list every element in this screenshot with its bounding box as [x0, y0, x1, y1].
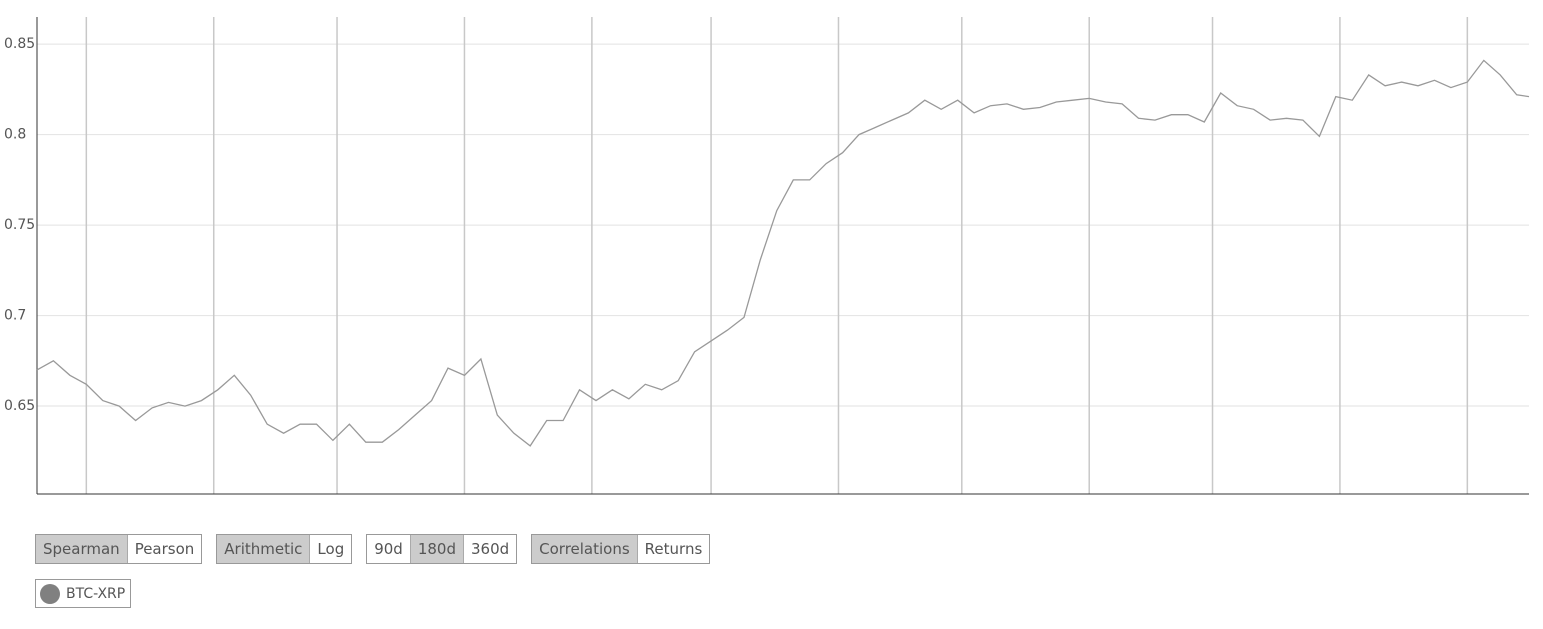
toggle-button[interactable]: Log [310, 535, 352, 563]
x-tick-label: Jul 2020 [1183, 504, 1241, 505]
y-tick-label: 0.65 [4, 398, 35, 414]
y-tick-label: 0.75 [4, 217, 35, 233]
toggle-button[interactable]: Returns [637, 535, 710, 563]
y-tick-label: 0.85 [4, 36, 35, 52]
x-tick-label: Jan 2020 [433, 504, 496, 505]
x-tick-label: Mar 2020 [678, 504, 745, 505]
toggle-button[interactable]: 90d [367, 535, 411, 563]
x-tick-label: May 2020 [927, 504, 996, 505]
toggle-button[interactable]: Pearson [127, 535, 202, 563]
x-tick-label: Jun 2020 [1057, 504, 1120, 505]
button-group: 90d 180d 360d [366, 534, 518, 564]
toggle-button[interactable]: 180d [410, 535, 464, 563]
button-group: Correlations Returns [531, 534, 711, 564]
x-tick-label: Nov 2019 [180, 504, 247, 505]
y-tick-label: 0.8 [4, 127, 26, 143]
x-tick-label: Oct 2019 [54, 504, 118, 505]
x-tick-label: Aug 2020 [1306, 504, 1373, 505]
x-tick-label: Dec 2019 [303, 504, 370, 505]
button-group: Spearman Pearson [35, 534, 203, 564]
toggle-button[interactable]: Correlations [532, 535, 638, 563]
legend-swatch [40, 583, 60, 604]
toggle-button[interactable]: Arithmetic [217, 535, 311, 563]
x-tick-label: Feb 2020 [559, 504, 624, 505]
y-tick-label: 0.7 [4, 308, 26, 324]
legend-label: BTC-XRP [66, 585, 126, 602]
x-tick-label: Sep 2020 [1434, 504, 1500, 505]
button-group: Arithmetic Log [216, 534, 353, 564]
x-tick-label: Apr 2020 [806, 504, 870, 505]
chart: 0.65 0.7 0.75 0.8 0.85 Oct 2019 Nov 2019 Dec 20… [4, 17, 1530, 520]
toggle-button[interactable]: Spearman [36, 535, 128, 563]
toggle-button[interactable]: 360d [463, 535, 517, 563]
line [36, 59, 1530, 447]
legend-item[interactable]: BTC-XRP [35, 579, 132, 608]
controls: Spearman Pearson Arithmetic Log 90d 180d 360d C… [35, 534, 711, 564]
